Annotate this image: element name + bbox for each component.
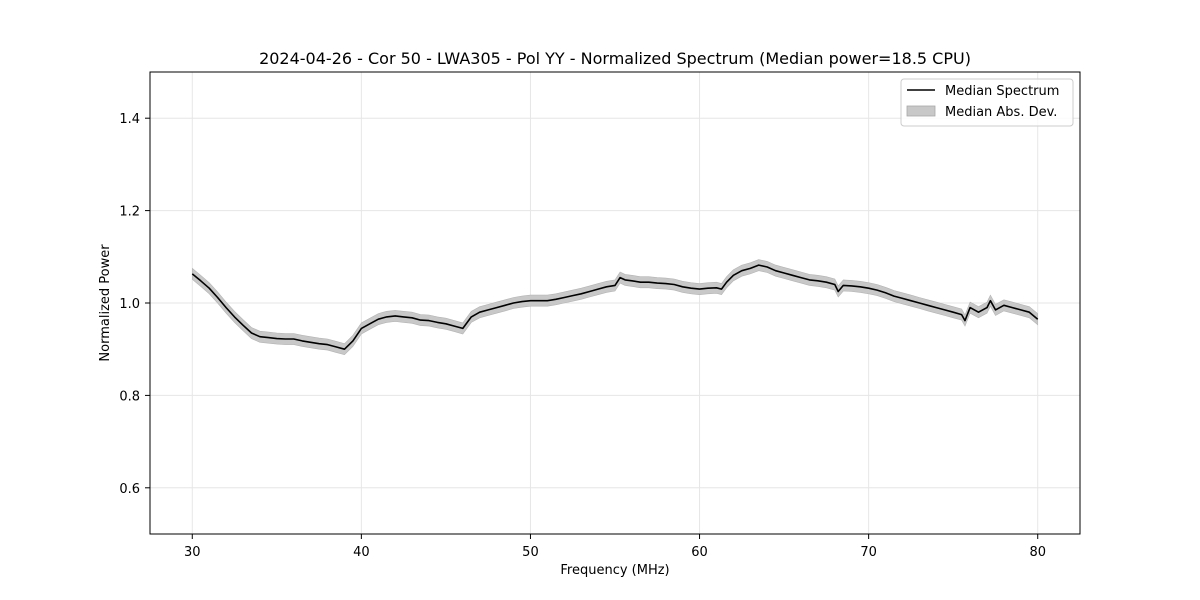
x-tick-label-4: 70: [860, 545, 877, 560]
y-tick-label-4: 1.4: [119, 112, 140, 127]
x-tick-label-1: 40: [353, 545, 370, 560]
x-axis-label: Frequency (MHz): [560, 563, 669, 578]
median-abs-dev-band: [192, 259, 1038, 356]
x-tick-label-5: 80: [1029, 545, 1046, 560]
legend-band-swatch: [906, 105, 936, 117]
x-tick-label-0: 30: [184, 545, 201, 560]
y-axis-ticks: 0.6 0.8 1.0 1.2 1.4: [119, 112, 150, 497]
mad-band-layer: [192, 259, 1038, 356]
chart-title: 2024-04-26 - Cor 50 - LWA305 - Pol YY - …: [259, 49, 971, 68]
median-line-layer: [191, 264, 1039, 351]
y-tick-label-2: 1.0: [119, 297, 140, 312]
legend: Median Spectrum Median Abs. Dev.: [900, 78, 1074, 127]
x-tick-label-2: 50: [522, 545, 539, 560]
y-tick-label-0: 0.6: [119, 482, 140, 497]
y-axis-label: Normalized Power: [98, 244, 113, 362]
legend-label-median-abs-dev: Median Abs. Dev.: [945, 105, 1057, 120]
y-tick-label-3: 1.2: [119, 205, 140, 220]
x-tick-label-3: 60: [691, 545, 708, 560]
x-axis-ticks: 30 40 50 60 70 80: [184, 534, 1046, 560]
y-tick-label-1: 0.8: [119, 389, 140, 404]
legend-label-median-spectrum: Median Spectrum: [945, 84, 1059, 99]
legend-box: [900, 78, 1074, 127]
median-spectrum-line: [191, 264, 1039, 351]
